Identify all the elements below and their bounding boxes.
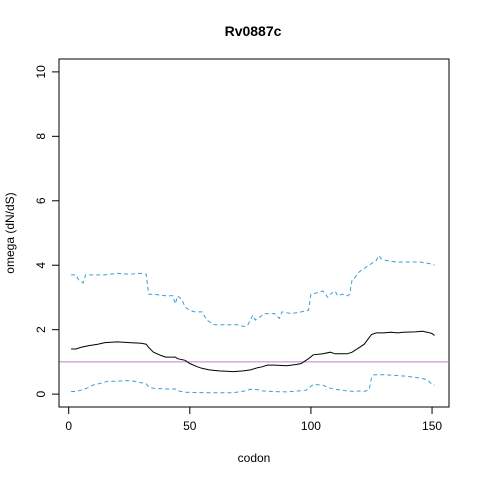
x-tick-label: 100 [301,419,321,433]
y-tick-label: 8 [34,133,48,140]
series-layer [71,254,435,394]
y-tick-label: 10 [34,65,48,79]
series-line-estimate [71,330,435,373]
y-tick-label: 6 [34,197,48,204]
y-axis-label: omega (dN/dS) [3,192,17,273]
x-tick-label: 0 [65,419,72,433]
x-axis-label: codon [238,451,271,465]
y-tick-label: 0 [34,390,48,397]
x-axis: 0 50 100 150 [65,406,442,433]
y-tick-label: 4 [34,262,48,269]
y-axis: 0 2 4 6 8 10 [34,65,60,397]
series-line-lower [71,374,435,394]
x-tick-label: 150 [422,419,442,433]
y-tick-label: 2 [34,326,48,333]
x-tick-label: 50 [183,419,197,433]
chart-title: Rv0887c [225,23,282,39]
